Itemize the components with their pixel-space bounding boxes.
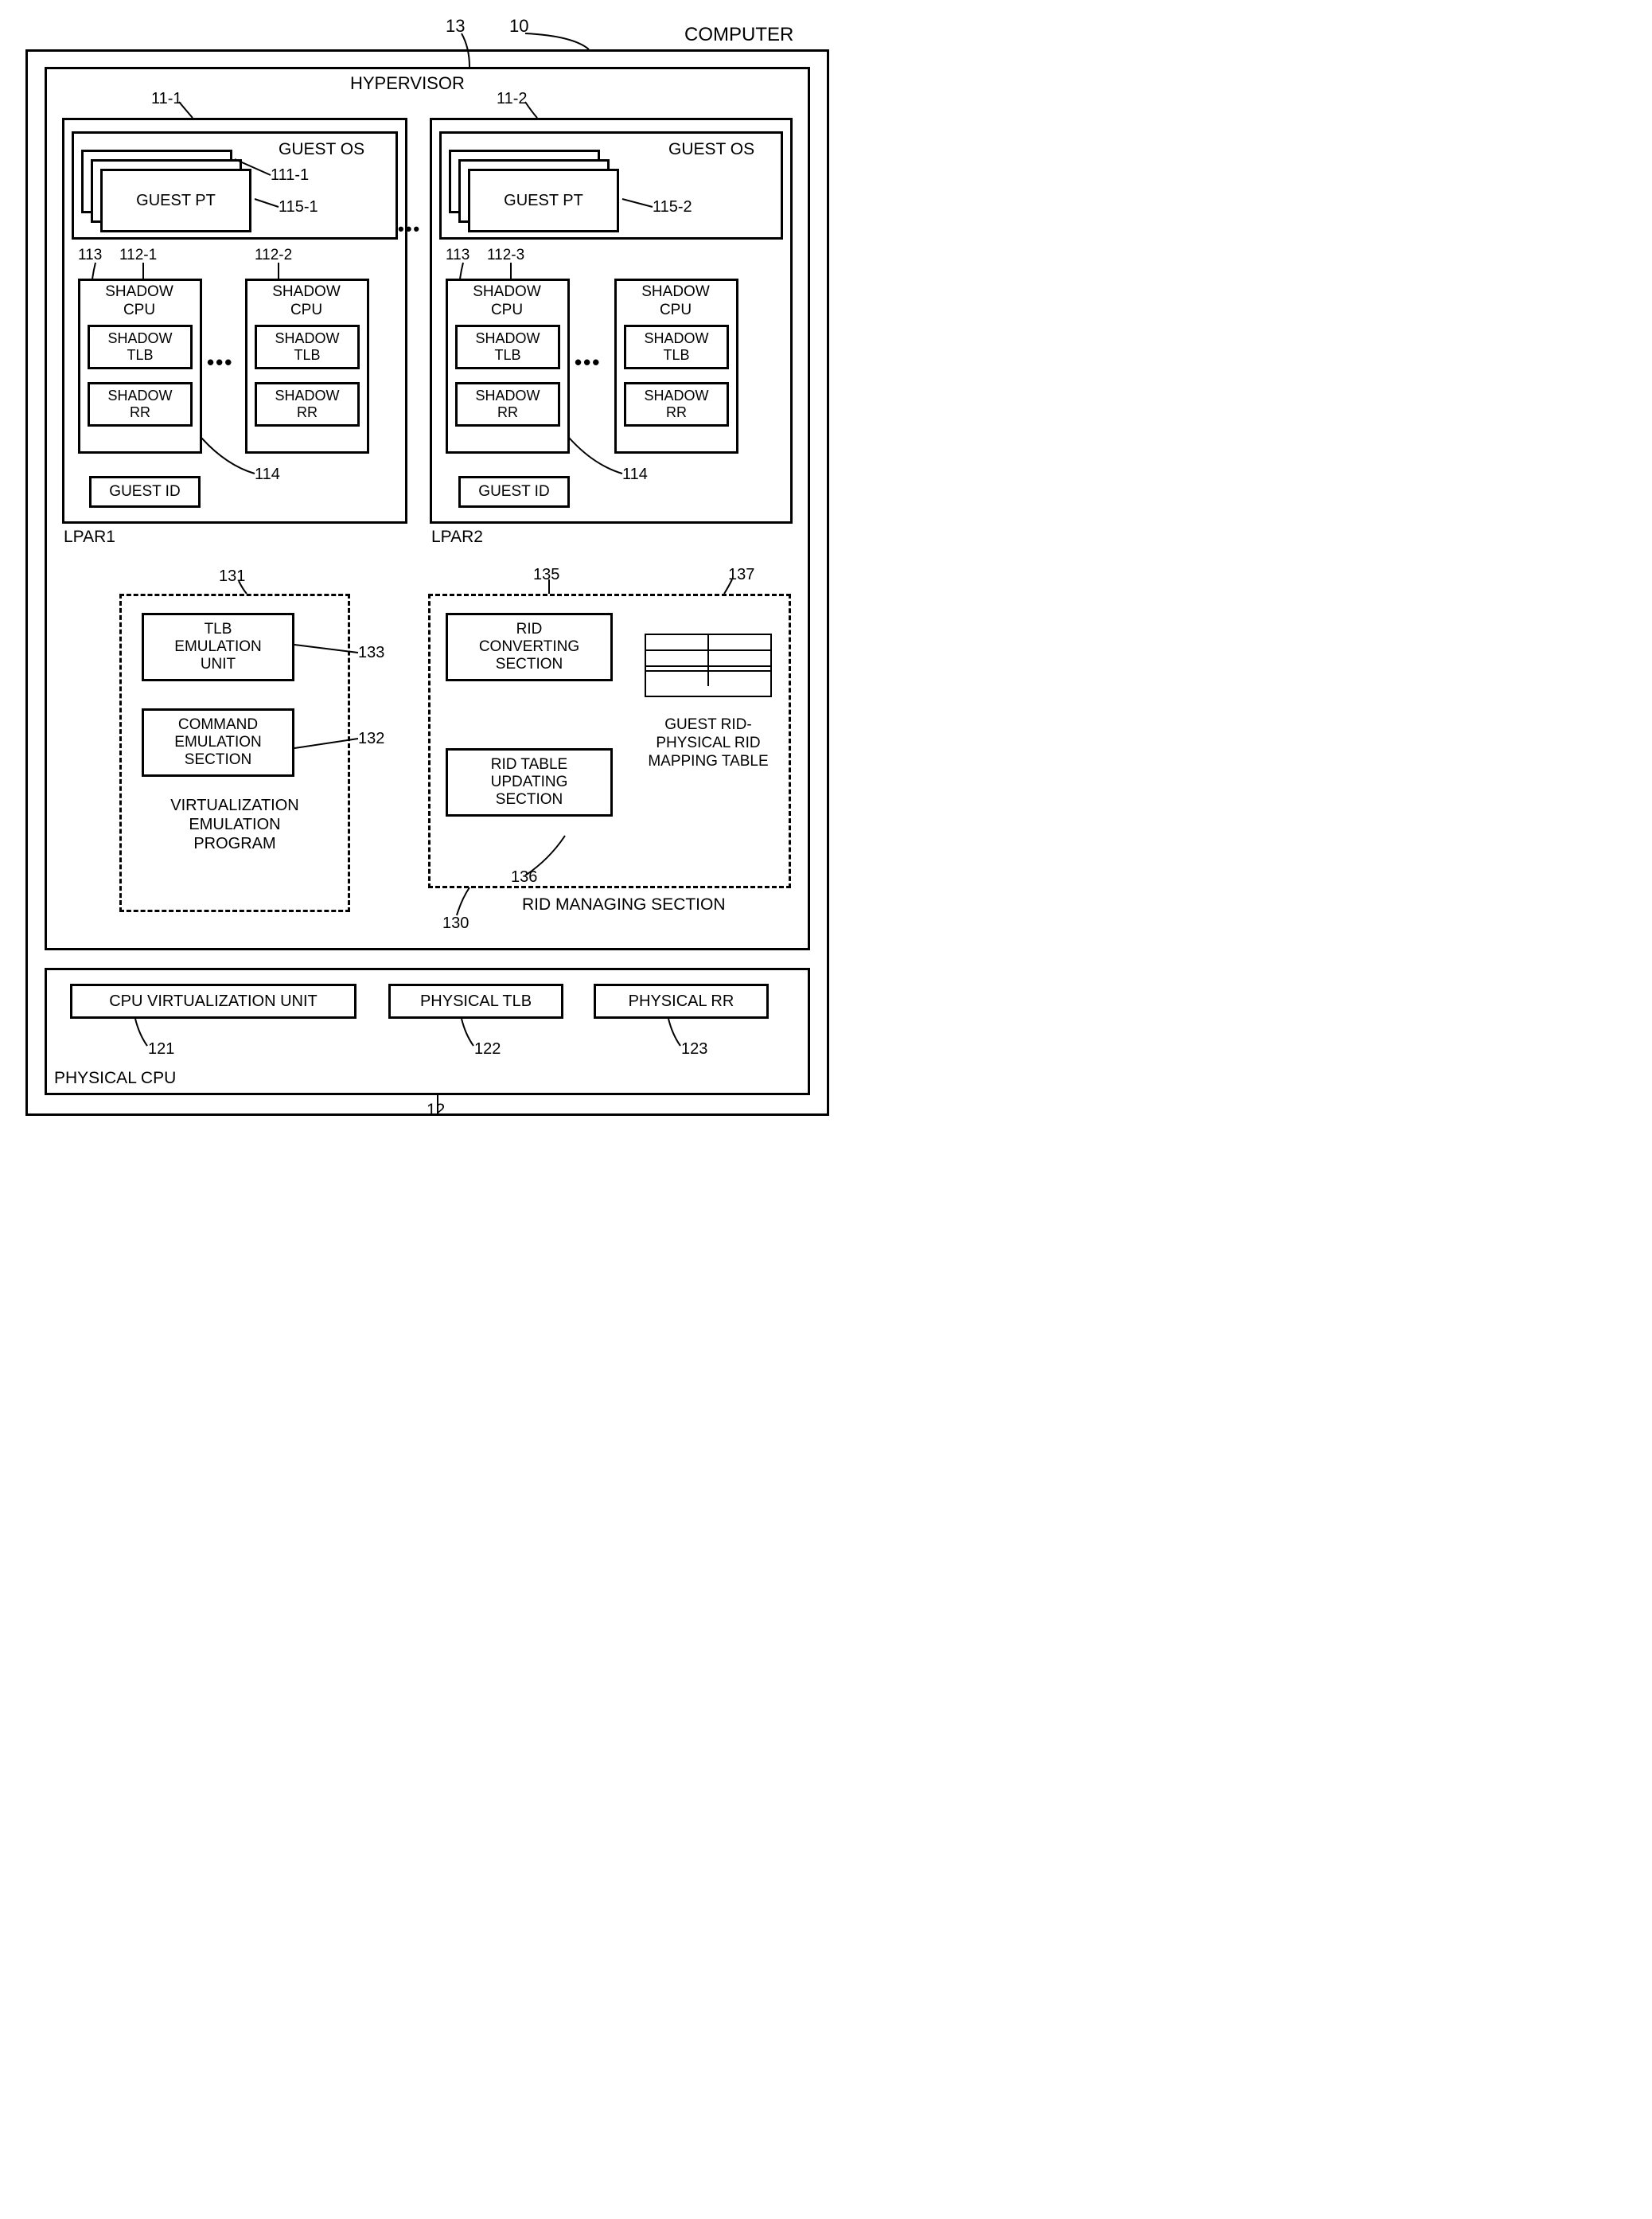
pcpu-virt-ref: 121 [148, 1039, 174, 1059]
lpar2-cpu-b-title: SHADOW CPU [632, 283, 719, 320]
pcpu-rr-ref: 123 [681, 1039, 707, 1059]
pcpu-virt: CPU VIRTUALIZATION UNIT [70, 984, 357, 1019]
hypervisor-label: HYPERVISOR [350, 73, 465, 94]
vep-tlb-emu-ref: 133 [358, 643, 384, 662]
lpar2-113: 113 [446, 247, 469, 265]
lpar1-name: LPAR1 [64, 527, 115, 547]
lpar1-114: 114 [255, 465, 280, 484]
lpar2-112-3: 112-3 [487, 247, 524, 265]
lpar2-guestid: GUEST ID [458, 476, 570, 508]
lpar2-114: 114 [622, 465, 648, 484]
computer-ref: 10 [509, 16, 528, 37]
lpar2-dots: ••• [575, 350, 601, 375]
lpar1-cpu-b-rr: SHADOW RR [255, 382, 360, 427]
lpar1-cpu-b-tlb: SHADOW TLB [255, 325, 360, 369]
lpar2-cpu-a-title: SHADOW CPU [463, 283, 551, 320]
lpar1-113: 113 [78, 247, 102, 265]
pcpu-ref: 12 [427, 1100, 445, 1120]
lpar1-stack-ref: 115-1 [279, 197, 318, 216]
rid-mgr-ref: 130 [442, 914, 469, 933]
vep-ref: 131 [219, 567, 245, 586]
rid-upd: RID TABLE UPDATING SECTION [446, 748, 613, 817]
lpar1-cpu-a-tlb: SHADOW TLB [88, 325, 193, 369]
vep-cmd-emu-ref: 132 [358, 729, 384, 748]
lpar2-cpu-a-tlb: SHADOW TLB [455, 325, 560, 369]
rid-map-ref: 137 [728, 565, 754, 584]
lpar2-cpu-b-tlb: SHADOW TLB [624, 325, 729, 369]
lpar2-name: LPAR2 [431, 527, 483, 547]
pcpu-tlb-ref: 122 [474, 1039, 501, 1059]
rid-conv: RID CONVERTING SECTION [446, 613, 613, 681]
vep-cmd-emu: COMMAND EMULATION SECTION [142, 708, 294, 777]
hypervisor-ref: 13 [446, 16, 465, 37]
lpar1-cpu-b-title: SHADOW CPU [263, 283, 350, 320]
rid-mgr-name: RID MANAGING SECTION [522, 895, 726, 915]
vep-tlb-emu: TLB EMULATION UNIT [142, 613, 294, 681]
lpar1-dots: ••• [207, 350, 233, 375]
mapping-table-icon [645, 634, 772, 697]
lpar1-cpu-a-rr: SHADOW RR [88, 382, 193, 427]
pcpu-tlb: PHYSICAL TLB [388, 984, 563, 1019]
lpar1-112-1: 112-1 [119, 247, 157, 265]
lpar1-112-2: 112-2 [255, 247, 292, 265]
lpar2-ref: 11-2 [497, 89, 528, 108]
pcpu-name: PHYSICAL CPU [54, 1068, 176, 1088]
rid-map-label: GUEST RID- PHYSICAL RID MAPPING TABLE [629, 716, 788, 770]
lpar1-guestid: GUEST ID [89, 476, 201, 508]
rid-upd-ref: 136 [511, 868, 537, 887]
lpar1-cpu-a-title: SHADOW CPU [95, 283, 183, 320]
vep-name: VIRTUALIZATION EMULATION PROGRAM [135, 796, 334, 853]
lpar1-pt-ref: 111-1 [271, 166, 309, 185]
lpar2-cpu-a-rr: SHADOW RR [455, 382, 560, 427]
lpar1-ref: 11-1 [151, 89, 182, 108]
lpar2-cpu-b-rr: SHADOW RR [624, 382, 729, 427]
lpar1-guestpt-stack: GUEST PT [81, 150, 256, 229]
lpar1-guestos-label: GUEST OS [279, 139, 364, 159]
rid-conv-ref: 135 [533, 565, 559, 584]
pcpu-rr: PHYSICAL RR [594, 984, 769, 1019]
lpar2-stack-ref: 115-2 [653, 197, 692, 216]
lpar-sep-dots: ••• [398, 219, 421, 240]
lpar2-guestos-label: GUEST OS [668, 139, 754, 159]
lpar2-guestpt-stack: GUEST PT [449, 150, 624, 229]
computer-label: COMPUTER [684, 24, 793, 47]
